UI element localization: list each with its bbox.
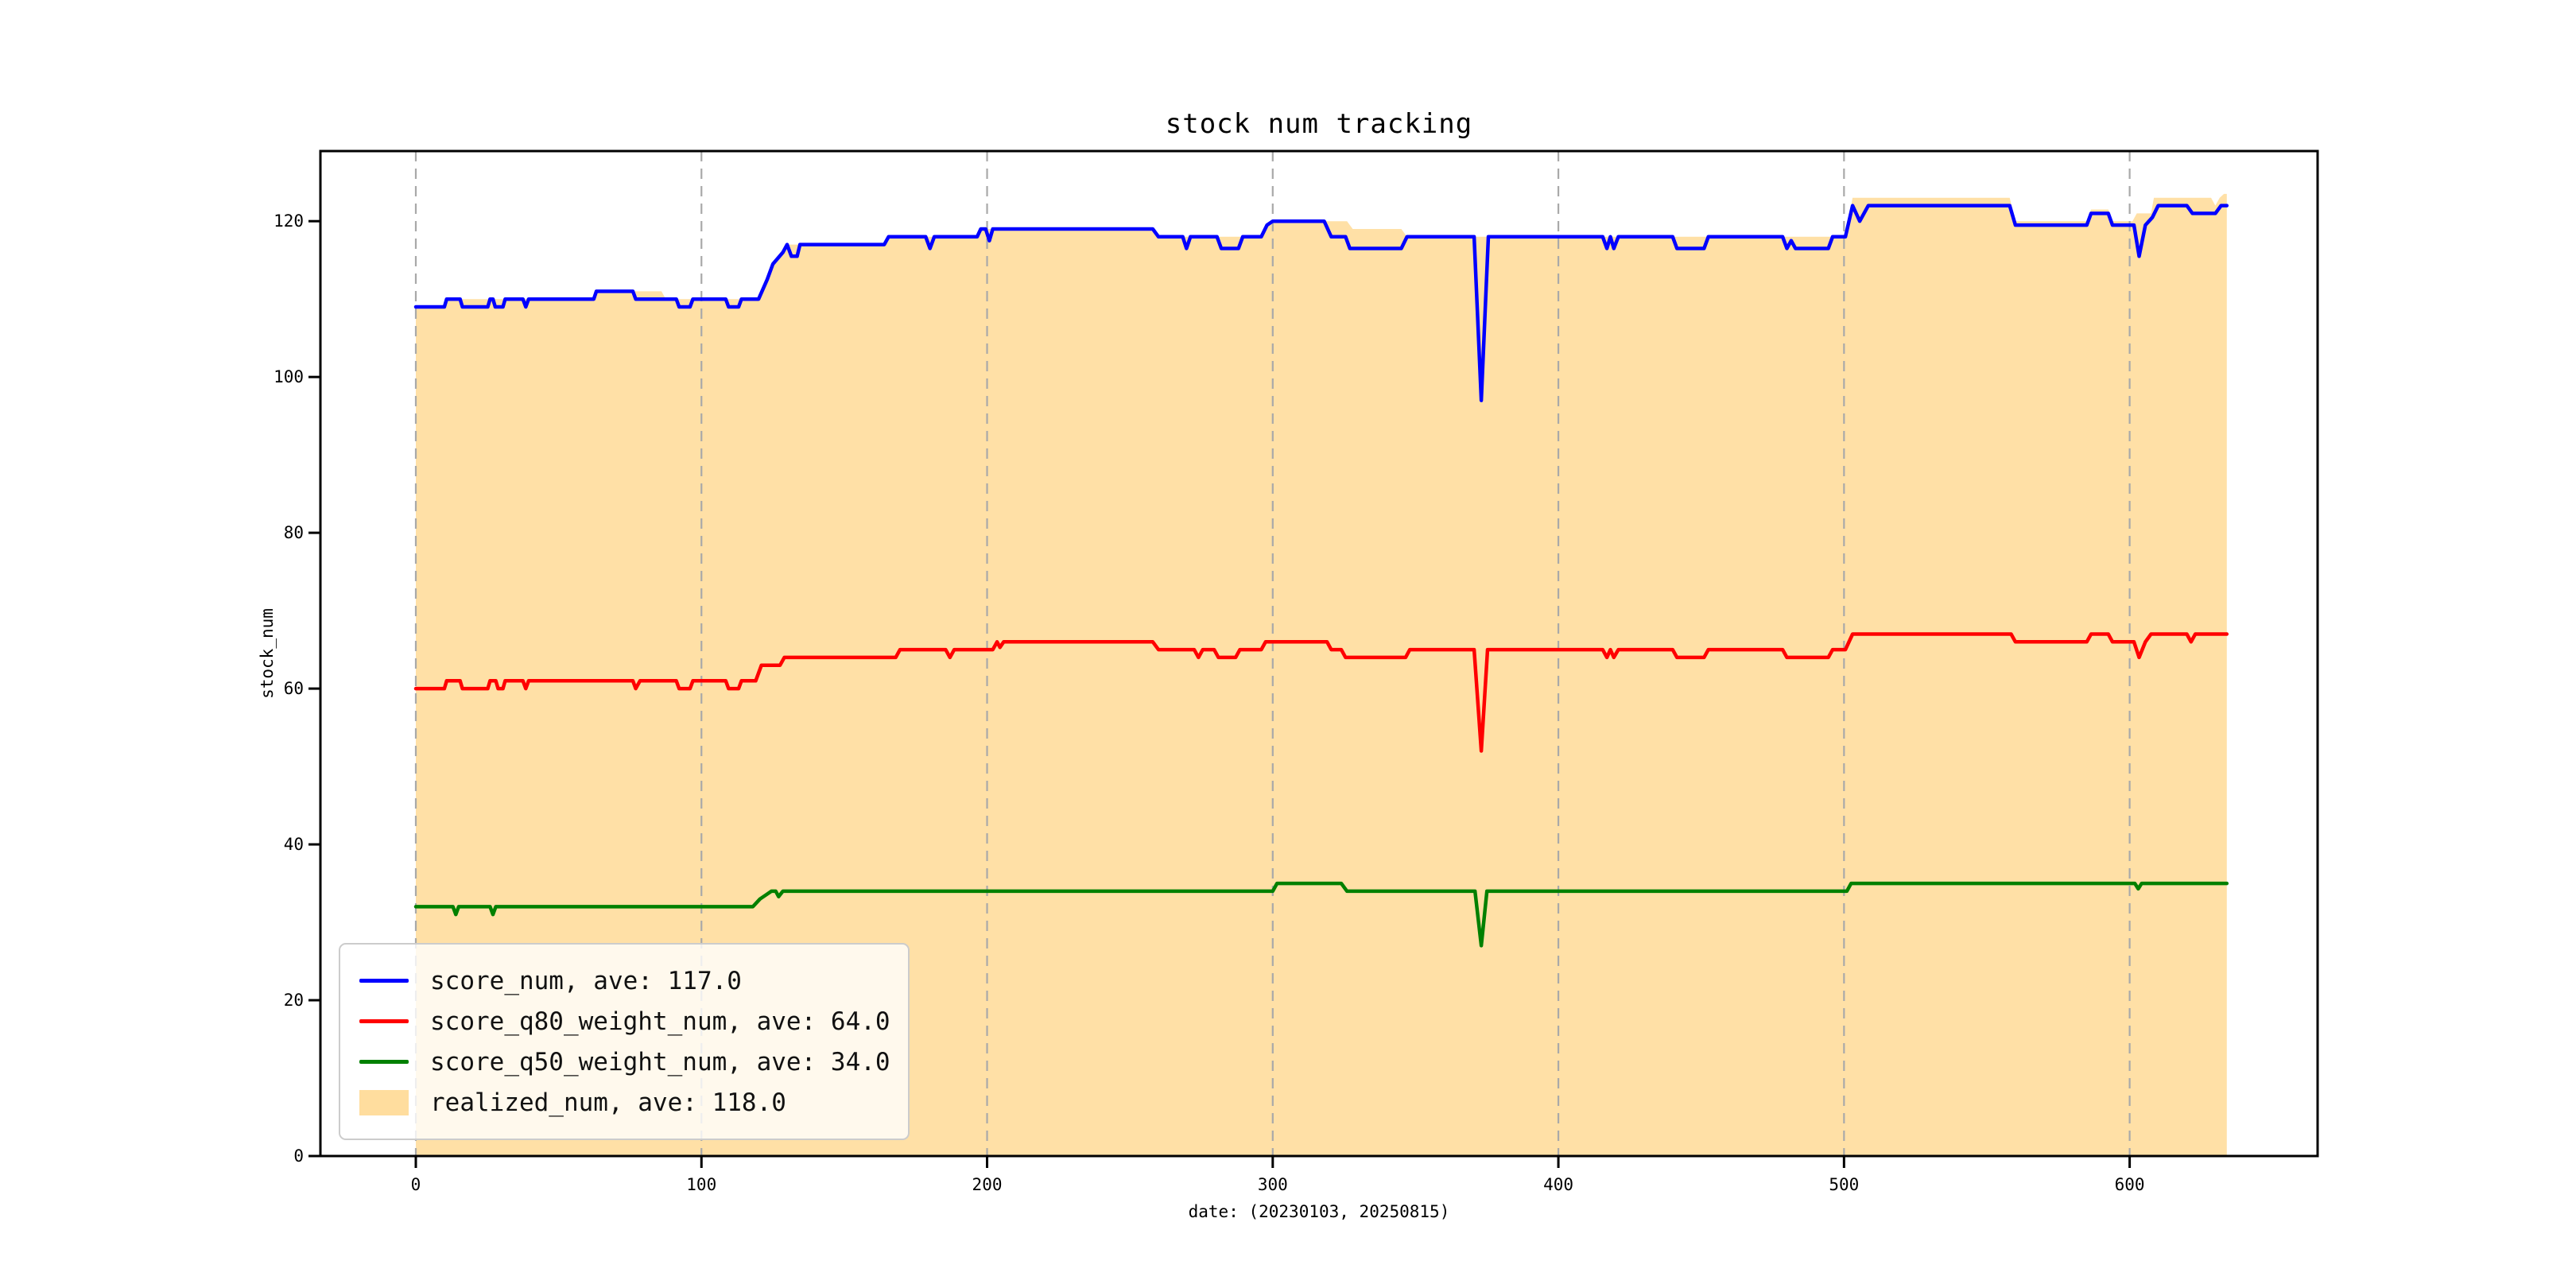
y-tick-label: 0	[293, 1146, 304, 1166]
y-axis-label: stock_num	[258, 608, 277, 699]
legend-item-score-q50-weight-num: score_q50_weight_num, ave: 34.0	[359, 1042, 890, 1082]
legend-line-swatch-blue	[359, 979, 409, 983]
legend-item-score-num: score_num, ave: 117.0	[359, 960, 889, 1001]
legend-label: score_q50_weight_num, ave: 34.0	[430, 1047, 890, 1077]
line-score_num	[413, 204, 2229, 402]
legend-label: score_q80_weight_num, ave: 64.0	[430, 1007, 890, 1036]
y-tick-label: 100	[274, 367, 304, 386]
y-tick-label: 60	[284, 679, 304, 698]
legend-line-swatch-red	[359, 1019, 409, 1023]
legend-label: realized_num, ave: 118.0	[430, 1088, 786, 1117]
x-tick-label: 500	[1829, 1175, 1859, 1194]
x-tick-label: 100	[686, 1175, 716, 1194]
y-tick-label: 40	[284, 835, 304, 854]
legend-label: score_num, ave: 117.0	[430, 966, 742, 995]
realized-num-area	[415, 193, 2227, 1156]
x-tick-label: 0	[411, 1175, 421, 1194]
y-tick-label: 120	[274, 211, 304, 231]
y-tick-label: 20	[284, 991, 304, 1010]
y-tick-label: 80	[284, 523, 304, 542]
plot-frame	[319, 149, 2319, 1158]
line-score_q50_weight_num	[413, 881, 2229, 948]
x-axis-label: date: (20230103, 20250815)	[1188, 1202, 1450, 1221]
line-score_q80_weight_num	[413, 632, 2229, 753]
x-tick-label: 200	[972, 1175, 1003, 1194]
x-tick-label: 400	[1543, 1175, 1573, 1194]
legend-item-score-q80-weight-num: score_q80_weight_num, ave: 64.0	[359, 1001, 890, 1042]
x-tick-label: 300	[1258, 1175, 1288, 1194]
legend-patch-swatch-orange	[359, 1089, 409, 1115]
x-tick-label: 600	[2115, 1175, 2145, 1194]
page-title: stock num tracking	[1165, 108, 1473, 140]
legend-line-swatch-green	[359, 1060, 409, 1064]
legend-item-realized-num: realized_num, ave: 118.0	[359, 1082, 889, 1123]
legend: score_num, ave: 117.0 score_q80_weight_n…	[339, 943, 910, 1140]
